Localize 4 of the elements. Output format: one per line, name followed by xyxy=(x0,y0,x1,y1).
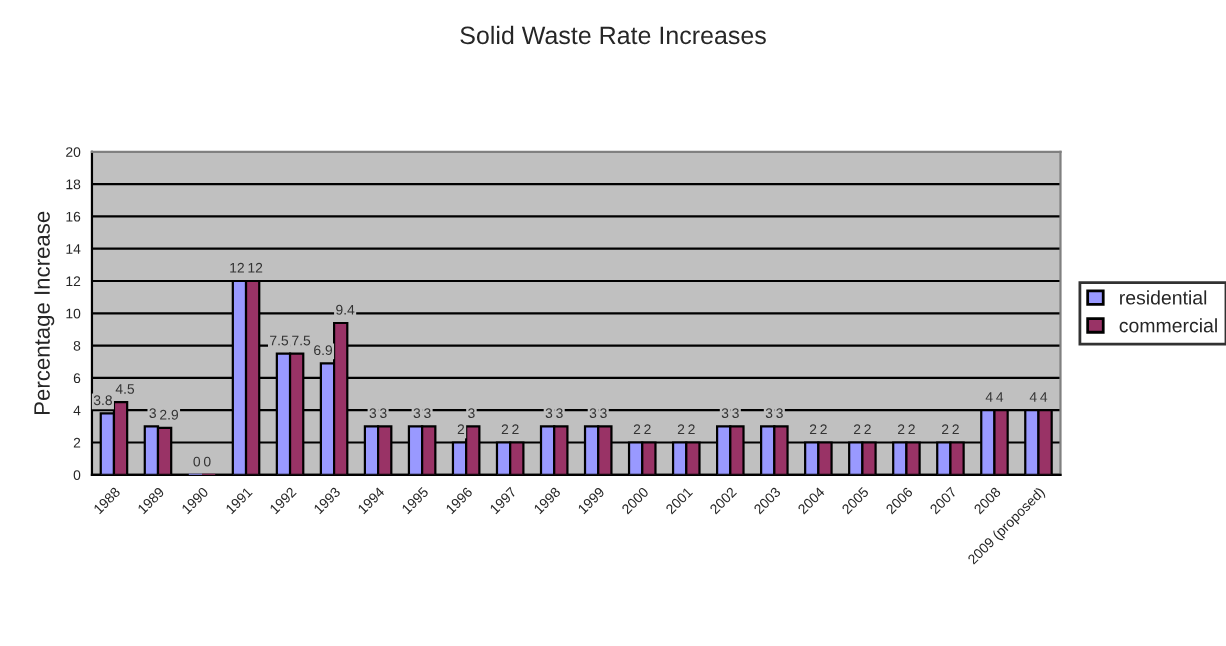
y-axis-title: Percentage Increase xyxy=(34,211,55,415)
legend-label: commercial xyxy=(1119,318,1217,333)
chart-title: Solid Waste Rate Increases xyxy=(460,25,766,45)
legend-label: residential xyxy=(1120,290,1207,305)
